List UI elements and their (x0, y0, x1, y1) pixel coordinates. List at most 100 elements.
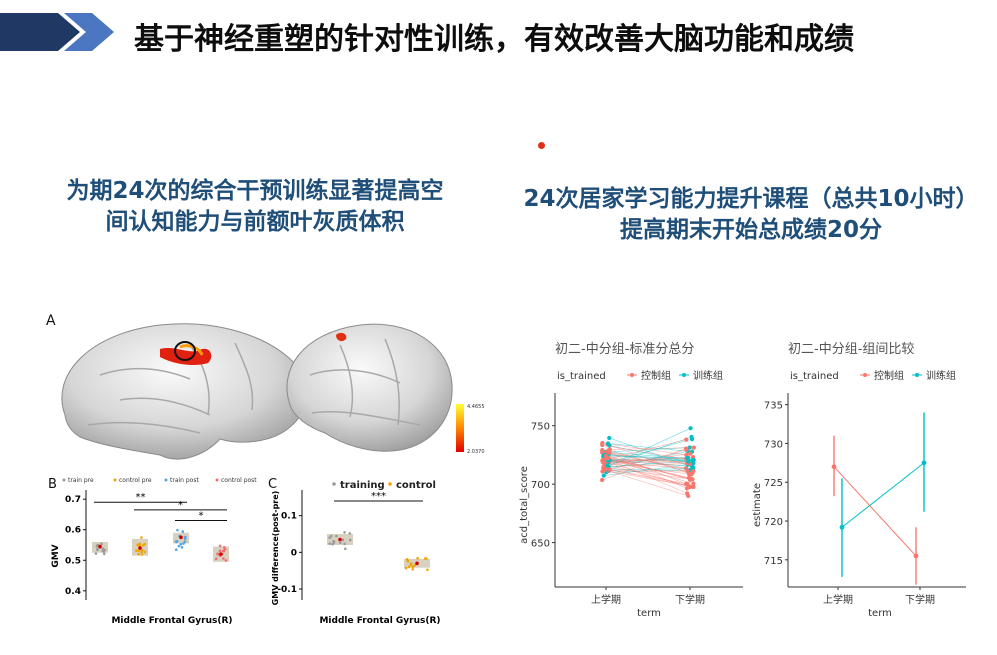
panel-c-legend-swatch (332, 482, 336, 486)
header-chevrons (0, 13, 114, 51)
colorbar-min: 2.0370 (467, 449, 485, 455)
panel-b-legend-swatch (215, 478, 219, 482)
panel-d-pair-line (607, 467, 692, 480)
activation-blob-small (336, 332, 347, 342)
chevron-dark-icon (0, 13, 80, 51)
panel-d-pair-line (604, 454, 689, 462)
panel-d-title: 初二-中分组-标准分总分 (555, 342, 694, 357)
right-heading-line2: 提高期末开始总成绩20分 (619, 217, 882, 243)
panel-e-legend-swatch (915, 373, 919, 377)
panel-b-point (138, 542, 141, 546)
panel-c-point (341, 538, 345, 542)
panel-d-point (684, 437, 689, 442)
panel-e-plot: 715 720 725 730 735 上学期 下学期 (764, 393, 966, 606)
panel-c-legend-swatch (388, 482, 392, 486)
panel-b-ylabel: GMV (51, 544, 61, 567)
panel-c-point (406, 559, 410, 563)
panel-d-pair-line (603, 457, 688, 494)
panel-b-point (216, 552, 219, 555)
panel-c-point (404, 566, 408, 570)
panel-d-legend-label: 控制组 (641, 369, 671, 382)
panel-b-mean (179, 535, 183, 540)
panel-d-point (685, 455, 690, 461)
panel-d-y-tick-label: 700 (531, 480, 550, 491)
panel-e-ylabel: estimate (752, 483, 763, 527)
panel-c-mean (415, 561, 419, 566)
panel-b-chart: B train pre control pre train post control … (48, 477, 257, 626)
panel-d-pair-line (606, 453, 691, 466)
panel-d-point (684, 486, 690, 491)
panel-b-point (143, 550, 147, 554)
panel-c-legend-label: control (396, 480, 436, 491)
brain-right-view (286, 323, 453, 452)
panel-c-point (332, 539, 335, 543)
panel-c-y-tick-label: 0 (291, 548, 297, 558)
panel-d-point (689, 434, 694, 440)
panel-d-point (688, 426, 693, 431)
panel-b-legend-swatch (113, 478, 117, 482)
panel-d-point (600, 442, 605, 448)
panel-c-point (416, 556, 419, 560)
left-heading: 为期24次的综合干预训练显著提高空 间认知能力与前额叶灰质体积 (20, 176, 490, 238)
panel-b-point (100, 542, 103, 546)
panel-d-point (688, 451, 693, 456)
panel-d-pair-line (605, 455, 691, 481)
panel-d-point (691, 484, 696, 490)
panel-d-legend-swatch (682, 373, 686, 377)
panel-b-mean (138, 546, 142, 550)
panel-d-chart: 初二-中分组-标准分总分 is_trained 控制组 训练组 650 700 750 上… (519, 342, 743, 619)
panel-e-legend-swatch (863, 373, 867, 377)
panel-e-chart: 初二-中分组-组间比较 is_trained 控制组 训练组 715 720 725 73… (752, 342, 966, 619)
panel-b-point (182, 542, 185, 545)
panel-d-x-tick-label: 上学期 (591, 593, 621, 606)
panel-c-point (344, 547, 347, 551)
panel-b-point (136, 543, 139, 547)
panel-d-legend: is_trained 控制组 训练组 (557, 369, 723, 382)
panel-e-point (831, 464, 837, 470)
panel-a-brain-figure: A 4.4655 2.0370 (46, 313, 485, 460)
panel-d-legend-title: is_trained (557, 371, 606, 382)
panel-d-plot: 650 700 750 上学期 下学期 (531, 393, 743, 606)
panel-d-point (607, 447, 612, 452)
panel-e-point (921, 460, 927, 466)
panel-b-legend-label: train post (170, 477, 199, 484)
panel-b-point (101, 547, 105, 551)
panel-b-plot: 0.40.50.60.7 **** (65, 490, 229, 600)
panel-b-point (174, 548, 178, 552)
panel-d-pair-line (608, 438, 693, 463)
panel-d-pair-line (609, 459, 694, 484)
panel-c-legend-label: training (340, 480, 385, 491)
panel-d-point (605, 463, 610, 468)
panel-d-point (691, 469, 696, 474)
panel-b-point (180, 546, 184, 549)
panel-b-y-tick-label: 0.6 (65, 526, 81, 536)
activation-blob (160, 348, 212, 365)
panel-c-mean (338, 537, 342, 542)
panel-d-y-tick-label: 650 (531, 539, 550, 550)
panel-d-point (599, 477, 605, 483)
panel-d-point (684, 447, 689, 452)
panel-d-point (603, 453, 609, 458)
panel-b-label: B (48, 477, 57, 492)
panel-c-ylabel: GMV difference(post-pre) (271, 491, 280, 606)
panel-e-legend-label: 训练组 (926, 369, 956, 382)
panel-b-point (177, 544, 181, 548)
panel-b-point (222, 546, 226, 549)
panel-d-pair-line (602, 444, 687, 460)
panel-d-pair-line (607, 443, 693, 453)
left-heading-line2: 间认知能力与前额叶灰质体积 (105, 209, 405, 235)
panel-b-legend-label: control post (221, 477, 257, 484)
panel-e-x-tick-label: 上学期 (823, 593, 853, 606)
panel-d-point (691, 445, 696, 450)
red-dot-decoration (538, 142, 545, 149)
page-title: 基于神经重塑的针对性训练，有效改善大脑功能和成绩 (134, 22, 854, 57)
panel-d-pair-line (609, 469, 694, 488)
panel-e-series-line (833, 466, 917, 557)
panel-d-pair-line (602, 439, 687, 461)
panel-c-point (330, 534, 333, 538)
panel-b-point (218, 549, 222, 553)
panel-d-point (691, 481, 696, 486)
panel-d-point (600, 458, 605, 463)
panel-d-legend-label: 训练组 (693, 369, 723, 382)
panel-b-sig-label: * (178, 500, 183, 511)
